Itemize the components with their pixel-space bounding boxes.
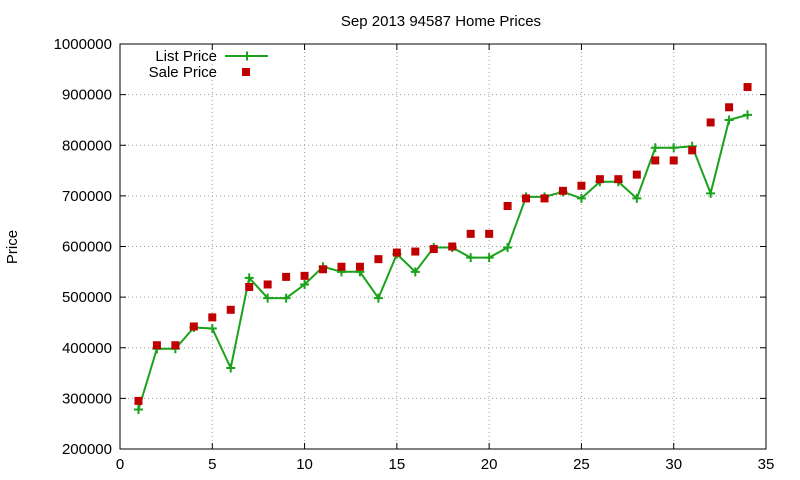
list-price-point — [706, 188, 716, 198]
sale-price-point — [558, 186, 567, 195]
y-tick-label: 900000 — [62, 87, 112, 104]
sale-price-point — [466, 229, 475, 238]
list-price-point — [576, 193, 586, 203]
y-tick-label: 600000 — [62, 239, 112, 256]
list-price-point — [632, 193, 642, 203]
sale-price-point — [374, 255, 383, 264]
y-tick-label: 700000 — [62, 188, 112, 205]
list-price-point — [281, 293, 291, 303]
sale-price-point — [595, 175, 604, 184]
sale-price-point — [171, 341, 180, 350]
list-price-point — [133, 405, 143, 415]
x-tick-label: 15 — [389, 456, 406, 473]
list-price-point — [300, 279, 310, 289]
list-price-point — [743, 110, 753, 120]
list-price-point — [650, 143, 660, 153]
sale-price-point — [429, 245, 438, 254]
y-tick-label: 400000 — [62, 340, 112, 357]
sale-price-point — [300, 271, 309, 280]
y-tick-label: 500000 — [62, 289, 112, 306]
list-price-point — [466, 253, 476, 263]
chart-title: Sep 2013 94587 Home Prices — [341, 13, 541, 30]
list-price-point — [244, 273, 254, 283]
sale-price-point — [152, 341, 161, 350]
legend-label-sale-price: Sale Price — [149, 64, 217, 81]
sale-price-point — [282, 272, 291, 281]
list-price-point — [226, 363, 236, 373]
sale-price-point — [688, 146, 697, 155]
axes: 0 5 10 15 20 25 30 35 200000 300000 400000 500000 60… — [54, 36, 775, 473]
list-price-point — [373, 293, 383, 303]
y-axis-label: Price — [4, 230, 21, 264]
list-price-point — [263, 293, 273, 303]
sale-price-point — [355, 262, 364, 271]
sale-price-point — [189, 322, 198, 331]
x-tick-label: 20 — [481, 456, 498, 473]
sale-price-point — [651, 156, 660, 165]
sale-price-point — [411, 247, 420, 256]
sale-price-point — [448, 242, 457, 251]
list-price-point — [503, 243, 513, 253]
sale-price-point — [540, 194, 549, 203]
sale-price-point — [503, 202, 512, 210]
y-tick-label: 200000 — [62, 441, 112, 458]
y-tick-label: 300000 — [62, 390, 112, 407]
list-price-point — [724, 115, 734, 125]
series-layer — [133, 83, 753, 415]
sale-price-point — [319, 265, 328, 274]
sale-price-point — [725, 103, 734, 112]
sale-price-point — [208, 313, 217, 322]
sale-price-point — [743, 83, 752, 92]
sale-price-point — [614, 175, 623, 184]
y-tick-label: 800000 — [62, 137, 112, 154]
y-tick-label: 1000000 — [54, 36, 112, 53]
list-price-point — [484, 253, 494, 263]
legend-marker-sale-price — [242, 68, 250, 76]
series-line-list-price — [137, 113, 748, 410]
legend: List Price Sale Price — [149, 48, 268, 81]
sale-price-point — [134, 396, 143, 405]
x-tick-label: 0 — [116, 456, 124, 473]
sale-price-point — [577, 181, 586, 190]
list-price-point — [669, 143, 679, 153]
legend-label-list-price: List Price — [155, 48, 217, 65]
sale-price-point — [263, 280, 272, 289]
sale-price-point — [392, 248, 401, 257]
x-tick-label: 35 — [758, 456, 775, 473]
sale-price-point — [706, 118, 715, 127]
sale-price-point — [522, 194, 531, 203]
sale-price-point — [337, 262, 346, 271]
list-price-point — [410, 267, 420, 277]
x-tick-label: 10 — [296, 456, 313, 473]
sale-price-point — [485, 229, 494, 238]
x-tick-label: 5 — [208, 456, 216, 473]
sale-price-point — [245, 283, 254, 291]
sale-price-point — [669, 156, 678, 165]
sale-price-point — [632, 170, 641, 179]
x-tick-label: 25 — [573, 456, 590, 473]
list-price-point — [207, 324, 217, 334]
legend-marker-list-price — [242, 51, 252, 61]
sale-price-point — [226, 305, 235, 314]
x-tick-label: 30 — [665, 456, 682, 473]
